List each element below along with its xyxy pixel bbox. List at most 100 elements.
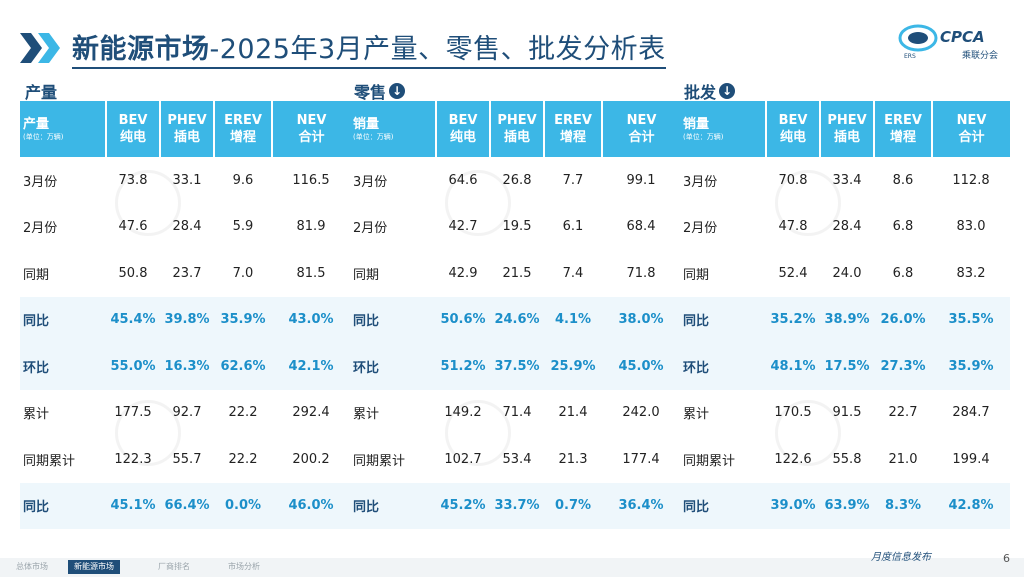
- section-title-wholesale: 批发 ↓: [684, 79, 736, 103]
- down-arrow-icon[interactable]: ↓: [719, 83, 736, 99]
- cell: 36.4%: [602, 482, 680, 529]
- table-row: 环比 55.0% 16.3% 62.6% 42.1%: [20, 343, 350, 390]
- cell: 7.7: [562, 172, 584, 188]
- cell: 4.1%: [544, 296, 602, 343]
- section-label: 批发: [684, 83, 717, 102]
- tab-nev-market[interactable]: 新能源市场: [68, 560, 120, 574]
- cell: 70.8: [778, 172, 808, 188]
- cell: 23.7: [172, 265, 202, 281]
- watermark: [775, 170, 841, 236]
- cell: 38.0%: [602, 296, 680, 343]
- tab-manufacturer-ranking[interactable]: 厂商排名: [158, 562, 190, 571]
- section-title-production: 产量: [25, 79, 57, 103]
- cell: 47.6: [118, 219, 148, 235]
- row-label: 累计: [353, 407, 380, 423]
- table-row: 同比 35.2% 38.9% 26.0% 35.5%: [680, 296, 1010, 343]
- cell: 51.2%: [436, 343, 490, 390]
- cell: 284.7: [952, 405, 990, 421]
- row-label: 2月份: [23, 221, 58, 237]
- col-header-bev: BEV 纯电: [106, 101, 161, 157]
- retail-table: 销量 (单位：万辆) BEV 纯电 PHEV 插电 EREV 增程 NEV 合计 3月份 6…: [350, 101, 680, 529]
- col-header-bev: BEV 纯电: [436, 101, 491, 157]
- cell: 242.0: [622, 405, 660, 421]
- table-row: 3月份 70.8 33.4 8.6 112.8: [680, 157, 1010, 204]
- cell: 53.4: [502, 451, 532, 467]
- col-cn: 合计: [958, 130, 985, 145]
- wholesale-table: 销量 (单位：万辆) BEV 纯电 PHEV 插电 EREV 增程 NEV 合计 3月份 7…: [680, 101, 1010, 529]
- cell: 37.5%: [490, 343, 544, 390]
- cell: 21.0: [888, 451, 918, 467]
- row-label: 同期累计: [353, 453, 406, 469]
- col-en: EREV: [884, 113, 922, 128]
- cell: 45.0%: [602, 343, 680, 390]
- col-cn: 增程: [229, 130, 256, 145]
- col-en: NEV: [296, 113, 327, 128]
- row-label: 累计: [683, 407, 710, 423]
- table-row: 2月份 47.8 28.4 6.8 83.0: [680, 204, 1010, 251]
- table-row: 同比 50.6% 24.6% 4.1% 38.0%: [350, 296, 680, 343]
- release-label: 月度信息发布: [871, 552, 931, 563]
- col-cn: 增程: [889, 130, 916, 145]
- cell: 55.7: [172, 451, 202, 467]
- table-row: 累计 177.5 92.7 22.2 292.4: [20, 390, 350, 437]
- down-arrow-icon[interactable]: ↓: [389, 83, 406, 99]
- title-strong: 新能源市场: [72, 34, 210, 65]
- watermark: [445, 400, 511, 466]
- cell: 200.2: [292, 451, 330, 467]
- cell: 46.0%: [272, 482, 350, 529]
- cell: 38.9%: [820, 296, 874, 343]
- col-en: EREV: [224, 113, 262, 128]
- table-row: 3月份 73.8 33.1 9.6 116.5: [20, 157, 350, 204]
- col-en: PHEV: [497, 113, 537, 128]
- corner-header: 销量 (单位：万辆): [680, 101, 767, 157]
- cell: 45.4%: [106, 296, 160, 343]
- cell: 45.1%: [106, 482, 160, 529]
- table-row: 同期累计 102.7 53.4 21.3 177.4: [350, 436, 680, 483]
- cell: 24.6%: [490, 296, 544, 343]
- cell: 64.6: [448, 172, 478, 188]
- col-cn: 合计: [628, 130, 655, 145]
- title-rest: -2025年3月产量、零售、批发分析表: [209, 34, 666, 65]
- cell: 52.4: [778, 265, 808, 281]
- table-row: 环比 51.2% 37.5% 25.9% 45.0%: [350, 343, 680, 390]
- cell: 292.4: [292, 405, 330, 421]
- col-en: NEV: [956, 113, 987, 128]
- cpca-logo: CPCA ERS 乘联分会: [898, 24, 998, 61]
- cell: 42.9: [448, 265, 478, 281]
- table-row: 同比 39.0% 63.9% 8.3% 42.8%: [680, 482, 1010, 529]
- cell: 19.5: [502, 219, 532, 235]
- cell: 91.5: [832, 405, 862, 421]
- col-cn: 插电: [833, 130, 860, 145]
- row-label: 环比: [680, 343, 766, 390]
- tab-overall-market[interactable]: 总体市场: [16, 562, 48, 571]
- tab-market-analysis[interactable]: 市场分析: [228, 562, 260, 571]
- col-en: BEV: [118, 113, 148, 128]
- cell: 5.9: [232, 219, 254, 235]
- table-row: 环比 48.1% 17.5% 27.3% 35.9%: [680, 343, 1010, 390]
- row-label: 环比: [20, 343, 106, 390]
- watermark: [115, 400, 181, 466]
- table-row: 同期累计 122.6 55.8 21.0 199.4: [680, 436, 1010, 483]
- cell: 92.7: [172, 405, 202, 421]
- cell: 149.2: [444, 405, 482, 421]
- col-header-nev: NEV 合计: [932, 101, 1010, 157]
- cell: 33.7%: [490, 482, 544, 529]
- cell: 42.1%: [272, 343, 350, 390]
- cell: 26.0%: [874, 296, 932, 343]
- cell: 22.2: [228, 451, 258, 467]
- table-row: 同期累计 122.3 55.7 22.2 200.2: [20, 436, 350, 483]
- watermark: [115, 170, 181, 236]
- cell: 122.6: [774, 451, 812, 467]
- cell: 50.6%: [436, 296, 490, 343]
- col-header-phev: PHEV 插电: [160, 101, 215, 157]
- cell: 22.7: [888, 405, 918, 421]
- cell: 68.4: [626, 219, 656, 235]
- page-number: 6: [1003, 552, 1010, 565]
- col-header-nev: NEV 合计: [272, 101, 350, 157]
- cell: 16.3%: [160, 343, 214, 390]
- row-label: 同比: [680, 482, 766, 529]
- col-en: BEV: [778, 113, 808, 128]
- cell: 50.8: [118, 265, 148, 281]
- col-cn: 增程: [559, 130, 586, 145]
- col-cn: 合计: [298, 130, 325, 145]
